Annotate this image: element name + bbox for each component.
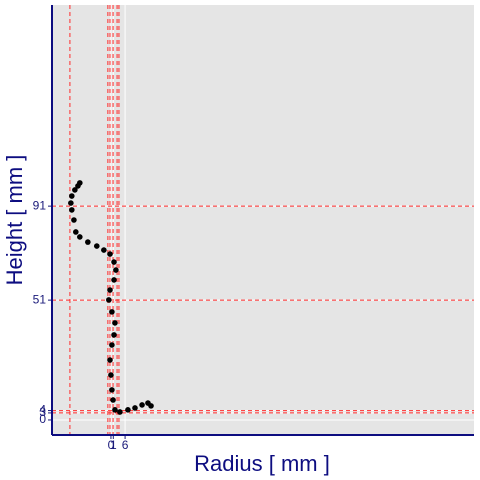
point	[71, 217, 77, 223]
point	[111, 259, 117, 265]
point	[85, 239, 91, 245]
point	[113, 267, 119, 273]
point	[101, 247, 107, 253]
y-tick-label: 4	[39, 403, 46, 417]
point	[109, 309, 115, 315]
x-tick-label: 6	[122, 438, 129, 452]
point	[107, 251, 113, 257]
point	[75, 183, 81, 189]
point	[125, 407, 131, 413]
y-tick-label: 0	[39, 412, 46, 426]
y-axis-title: Height [ mm ]	[2, 155, 27, 286]
point	[109, 387, 115, 393]
point	[112, 407, 118, 413]
point	[93, 243, 100, 249]
point	[73, 229, 79, 235]
point	[107, 287, 113, 293]
point	[111, 277, 117, 283]
point	[148, 403, 154, 409]
point	[139, 402, 145, 408]
y-tick-label: 91	[33, 198, 47, 212]
point	[132, 405, 138, 411]
point	[112, 320, 118, 326]
point	[106, 297, 112, 303]
x-axis-title: Radius [ mm ]	[194, 451, 330, 476]
point	[69, 193, 75, 199]
point	[108, 372, 114, 378]
point	[69, 207, 75, 213]
point	[109, 342, 115, 348]
point	[110, 397, 116, 403]
x-tick-label: 0	[108, 438, 115, 452]
x-tick-label: 1	[110, 438, 117, 452]
point	[68, 200, 74, 206]
point	[111, 332, 117, 338]
point	[72, 187, 78, 193]
point	[117, 409, 123, 415]
point	[107, 357, 113, 363]
plot-background	[52, 5, 474, 435]
y-tick-label: 3	[39, 405, 46, 419]
y-tick-label: 51	[33, 292, 47, 306]
point	[77, 234, 83, 240]
